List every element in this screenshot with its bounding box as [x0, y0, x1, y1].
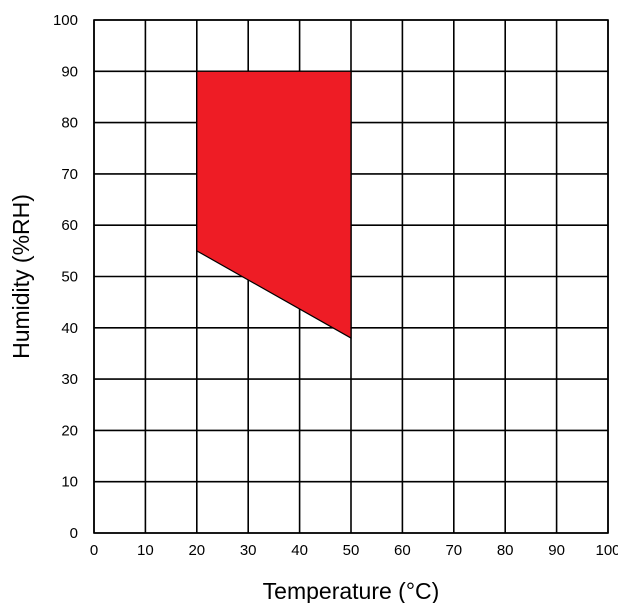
y-tick-label-90: 90 — [61, 63, 78, 80]
y-tick-label-100: 100 — [53, 12, 78, 29]
y-tick-label-80: 80 — [61, 115, 78, 132]
x-tick-label-0: 0 — [90, 542, 98, 559]
x-tick-label-10: 10 — [137, 542, 154, 559]
x-tick-label-20: 20 — [188, 542, 205, 559]
y-tick-label-20: 20 — [61, 422, 78, 439]
x-tick-labels: 0 10 20 30 40 50 60 70 80 90 100 — [90, 542, 618, 559]
x-tick-label-90: 90 — [548, 542, 565, 559]
x-tick-label-100: 100 — [595, 542, 618, 559]
x-tick-label-30: 30 — [240, 542, 257, 559]
x-axis-title: Temperature (°C) — [263, 578, 440, 603]
y-axis-title: Humidity (%RH) — [8, 194, 34, 359]
x-tick-label-40: 40 — [291, 542, 308, 559]
operating-region-0 — [196, 70, 352, 340]
y-tick-label-10: 10 — [61, 474, 78, 491]
y-tick-labels: 0 10 20 30 40 50 60 70 80 90 100 — [53, 12, 78, 542]
x-tick-label-60: 60 — [394, 542, 411, 559]
y-tick-label-60: 60 — [61, 217, 78, 234]
y-tick-label-50: 50 — [61, 269, 78, 286]
y-tick-label-30: 30 — [61, 371, 78, 388]
x-tick-label-50: 50 — [343, 542, 360, 559]
y-tick-label-0: 0 — [70, 525, 78, 542]
region-layer — [196, 70, 352, 340]
y-tick-label-70: 70 — [61, 166, 78, 183]
x-tick-label-80: 80 — [497, 542, 514, 559]
y-tick-label-40: 40 — [61, 320, 78, 337]
x-tick-label-70: 70 — [445, 542, 462, 559]
plot-frame — [93, 19, 609, 534]
